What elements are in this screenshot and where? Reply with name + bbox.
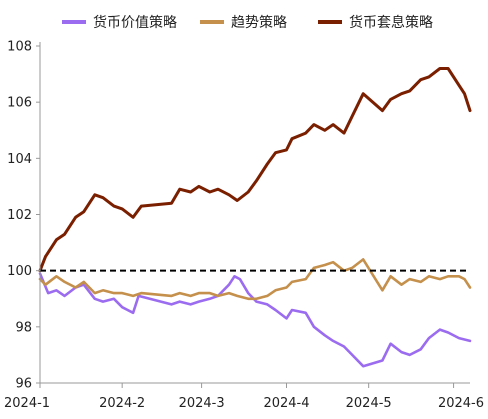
legend-label: 趋势策略 [231, 14, 287, 31]
legend-label: 货币套息策略 [349, 14, 433, 31]
y-tick-label: 98 [15, 320, 32, 335]
x-tick-label: 2024-2 [99, 396, 145, 411]
legend: 货币价值策略 趋势策略 货币套息策略 [62, 14, 433, 31]
legend-label: 货币价值策略 [93, 14, 177, 31]
series-line [38, 258, 472, 301]
y-tick-label: 104 [7, 152, 32, 167]
legend-item: 趋势策略 [200, 14, 287, 31]
x-tick-label: 2024-4 [263, 396, 309, 411]
y-tick-label: 108 [7, 40, 32, 55]
x-tick-label: 2024-6 [438, 396, 484, 411]
series-layer [38, 67, 472, 368]
series-line [38, 272, 472, 368]
axes-layer: 96 98 100 102 104 106 108 2024-1 2024-2 2024-3 202… [4, 40, 484, 412]
y-tick-label: 100 [7, 264, 32, 279]
legend-item: 货币套息策略 [318, 14, 433, 31]
x-tick-label: 2024-5 [346, 396, 392, 411]
legend-item: 货币价值策略 [62, 14, 177, 31]
y-tick-label: 96 [15, 377, 32, 392]
y-tick-label: 106 [7, 96, 32, 111]
x-tick-label: 2024-1 [4, 396, 50, 411]
y-tick-label: 102 [7, 208, 32, 223]
series-line [38, 67, 472, 273]
x-tick-label: 2024-3 [179, 396, 225, 411]
